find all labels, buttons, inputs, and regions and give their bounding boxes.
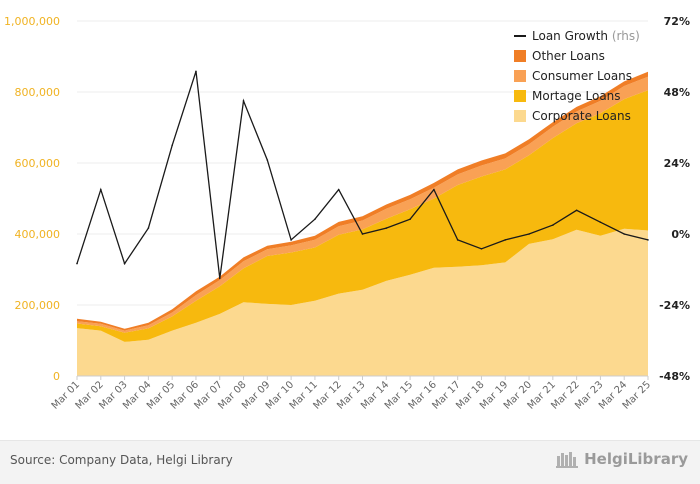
- loan-growth-point: [599, 221, 602, 223]
- loan-growth-point: [433, 188, 435, 191]
- loan-growth-point: [218, 277, 221, 280]
- legend-swatch: [514, 70, 526, 82]
- left-tick-label: 400,000: [15, 228, 61, 241]
- legend-item-corporate-loans[interactable]: Corporate Loans: [514, 109, 631, 123]
- brand-name: HelgiLibrary: [584, 450, 688, 468]
- loan-growth-point: [290, 239, 292, 241]
- left-tick-label: 200,000: [15, 299, 61, 312]
- brand-logo[interactable]: HelgiLibrary: [556, 450, 688, 468]
- source-text: Source: Company Data, Helgi Library: [10, 453, 233, 467]
- right-tick-label: 24%: [664, 157, 690, 170]
- area-corporate-loans[interactable]: [77, 228, 648, 376]
- loan-growth-point: [361, 233, 364, 235]
- right-tick-label: 72%: [664, 15, 690, 28]
- loan-growth-point: [76, 262, 78, 265]
- right-tick-label: 48%: [664, 86, 690, 99]
- loan-growth-point: [242, 100, 245, 102]
- loan-growth-point: [623, 233, 626, 235]
- legend-axis-note: (rhs): [608, 29, 640, 43]
- loan-growth-point: [314, 218, 316, 221]
- right-tick-label: -24%: [659, 299, 690, 312]
- legend-item-loan-growth[interactable]: Loan Growth (rhs): [514, 29, 640, 43]
- legend-swatch: [514, 110, 526, 122]
- legend-label: Mortage Loans: [532, 89, 621, 103]
- library-icon: [556, 452, 579, 468]
- loan-growth-point: [147, 227, 150, 229]
- loan-growth-point: [99, 188, 102, 191]
- loan-growth-point: [123, 262, 126, 265]
- legend-item-consumer-loans[interactable]: Consumer Loans: [514, 69, 632, 83]
- loan-growth-point: [337, 188, 340, 191]
- area-mortage-loans[interactable]: [77, 90, 648, 342]
- legend-swatch: [514, 50, 526, 62]
- loan-growth-point: [266, 159, 269, 161]
- left-tick-label: 600,000: [15, 157, 61, 170]
- legend-label: Consumer Loans: [532, 69, 632, 83]
- legend-label: Other Loans: [532, 49, 605, 63]
- loan-growth-point: [456, 239, 459, 241]
- loan-growth-point: [504, 239, 507, 241]
- area-series-group: [77, 71, 648, 376]
- legend-label: Loan Growth (rhs): [532, 29, 640, 43]
- loan-growth-point: [195, 70, 197, 73]
- legend-item-other-loans[interactable]: Other Loans: [514, 49, 605, 63]
- loan-growth-point: [171, 144, 173, 147]
- loans-chart: 0 200,000 400,000 600,000 800,000 1,000,000 -4…: [4, 15, 690, 412]
- loan-growth-point: [480, 247, 483, 250]
- legend-swatch: [514, 90, 526, 102]
- right-tick-label: 0%: [671, 228, 690, 241]
- left-tick-label: 0: [53, 370, 60, 383]
- loan-growth-point: [647, 239, 649, 241]
- loan-growth-point: [552, 224, 554, 226]
- left-tick-label: 800,000: [15, 86, 61, 99]
- loan-growth-point: [528, 233, 530, 235]
- loan-growth-point: [385, 227, 388, 229]
- legend: Loan Growth (rhs) Other Loans Consumer Loa…: [514, 29, 640, 123]
- right-tick-label: -48%: [659, 370, 690, 383]
- loan-growth-line-group: [76, 70, 649, 280]
- footer: Source: Company Data, Helgi Library Helg…: [0, 440, 700, 484]
- loan-growth-point: [575, 209, 578, 212]
- left-tick-label: 1,000,000: [4, 15, 60, 28]
- legend-item-mortage-loans[interactable]: Mortage Loans: [514, 89, 621, 103]
- legend-label: Corporate Loans: [532, 109, 631, 123]
- loan-growth-point: [409, 218, 411, 221]
